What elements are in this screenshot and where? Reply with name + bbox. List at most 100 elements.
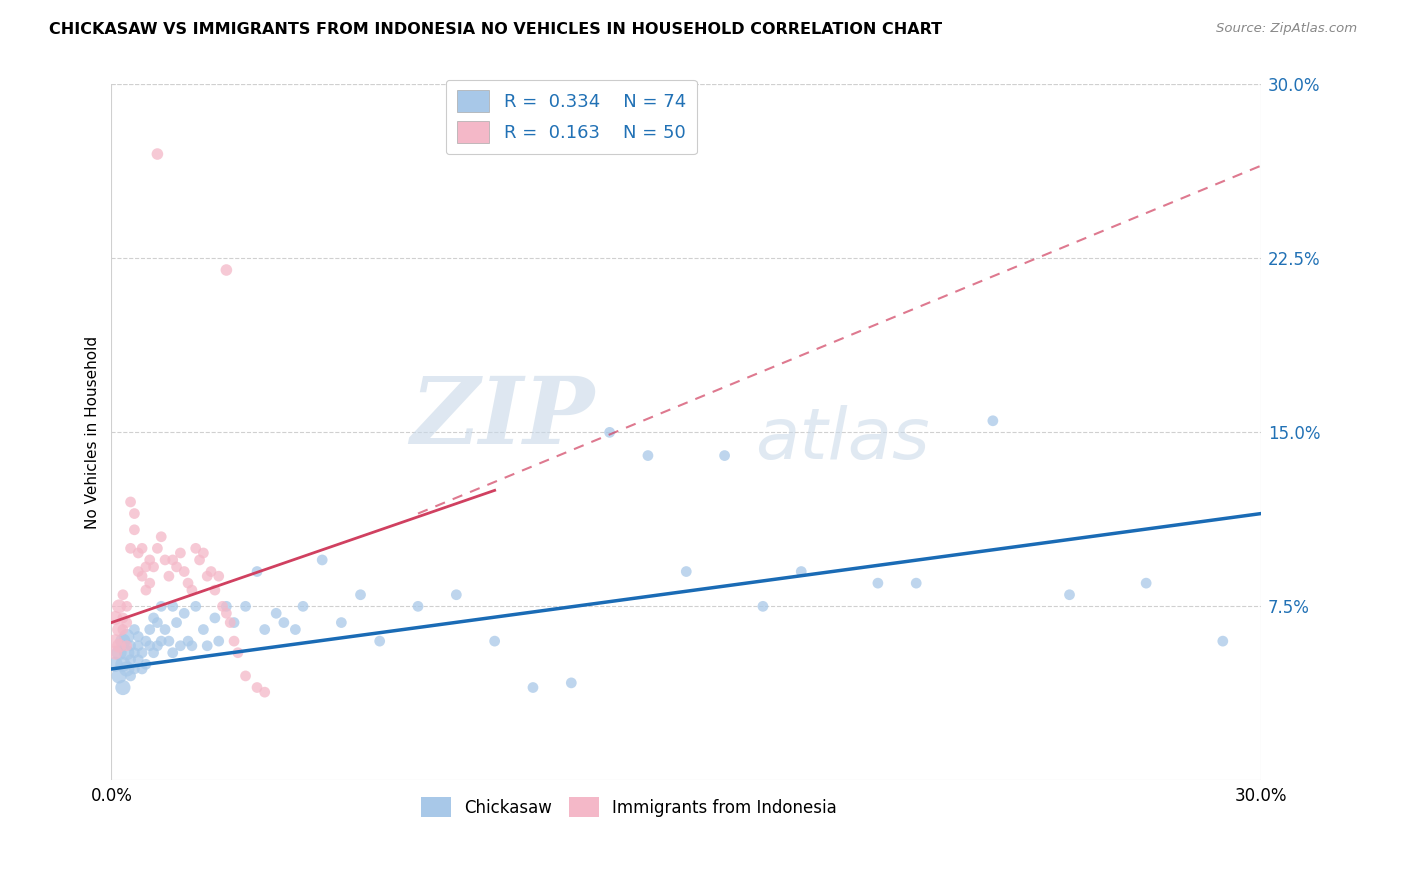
Point [111,657,134,672]
Point [446,588,468,602]
Point [115,599,138,614]
Point [127,630,149,644]
Point [273,615,295,630]
Text: atlas: atlas [755,405,929,474]
Point [180,639,202,653]
Point [169,639,191,653]
Point [406,599,429,614]
Point [127,639,149,653]
Point [142,646,165,660]
Point [169,546,191,560]
Y-axis label: No Vehicles in Household: No Vehicles in Household [86,335,100,529]
Point [166,560,188,574]
Point [292,599,315,614]
Point [330,615,353,630]
Point [713,449,735,463]
Point [120,495,142,509]
Point [115,630,138,644]
Point [146,147,169,161]
Point [150,530,173,544]
Point [560,676,582,690]
Point [235,669,257,683]
Point [1135,576,1157,591]
Point [124,507,146,521]
Point [115,646,138,660]
Point [157,634,180,648]
Point [166,615,188,630]
Point [124,623,146,637]
Point [150,634,173,648]
Point [368,634,391,648]
Point [162,646,184,660]
Point [104,657,127,672]
Point [115,639,138,653]
Point [177,576,200,591]
Point [204,611,226,625]
Point [111,681,134,695]
Point [127,546,149,560]
Point [211,599,233,614]
Point [120,653,142,667]
Point [180,583,202,598]
Point [120,669,142,683]
Point [215,599,238,614]
Point [790,565,813,579]
Point [108,623,131,637]
Point [184,541,207,556]
Point [215,263,238,277]
Point [111,588,134,602]
Point [146,639,169,653]
Point [146,541,169,556]
Point [264,607,287,621]
Point [104,646,127,660]
Point [204,583,226,598]
Point [173,565,195,579]
Point [222,634,245,648]
Point [184,599,207,614]
Text: ZIP: ZIP [411,374,595,464]
Point [752,599,775,614]
Point [111,634,134,648]
Text: Source: ZipAtlas.com: Source: ZipAtlas.com [1216,22,1357,36]
Point [120,639,142,653]
Point [131,646,153,660]
Point [208,634,231,648]
Point [246,565,269,579]
Point [108,669,131,683]
Point [131,662,153,676]
Point [108,599,131,614]
Point [111,623,134,637]
Point [177,634,200,648]
Point [146,615,169,630]
Point [195,569,218,583]
Point [135,657,157,672]
Point [127,565,149,579]
Point [246,681,269,695]
Point [215,607,238,621]
Point [484,634,506,648]
Point [866,576,889,591]
Point [188,553,211,567]
Point [138,576,160,591]
Point [108,646,131,660]
Point [522,681,544,695]
Point [153,623,176,637]
Point [222,615,245,630]
Point [135,634,157,648]
Point [162,553,184,567]
Point [675,565,697,579]
Point [1212,634,1234,648]
Point [138,639,160,653]
Point [131,569,153,583]
Point [1059,588,1081,602]
Point [195,639,218,653]
Point [284,623,307,637]
Point [637,449,659,463]
Point [157,569,180,583]
Point [127,653,149,667]
Point [235,599,257,614]
Point [253,623,276,637]
Point [135,560,157,574]
Point [104,611,127,625]
Point [135,583,157,598]
